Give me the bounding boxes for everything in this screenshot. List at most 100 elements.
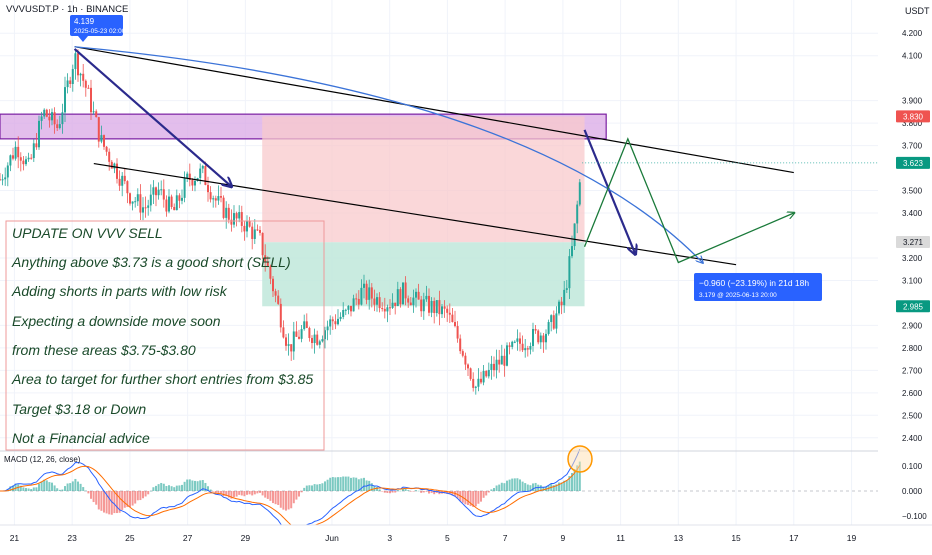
down-arrow-1 xyxy=(73,48,231,186)
macd-histogram-bar xyxy=(571,472,573,491)
x-tick-label: 13 xyxy=(674,533,684,543)
macd-histogram-bar xyxy=(396,490,399,491)
candle-body xyxy=(285,337,287,346)
macd-histogram-bar xyxy=(181,484,183,491)
candle-body xyxy=(404,282,407,299)
macd-histogram-bar xyxy=(51,482,53,491)
candle-body xyxy=(378,297,381,309)
candle-body xyxy=(344,309,347,311)
macd-histogram-bar xyxy=(61,489,64,491)
macd-histogram-bar xyxy=(147,491,150,495)
candle-body xyxy=(558,301,560,314)
macd-histogram-bar xyxy=(321,483,324,491)
macd-histogram-bar xyxy=(64,486,66,491)
macd-histogram-bar xyxy=(142,491,144,499)
macd-histogram-bar xyxy=(474,491,477,507)
candle-body xyxy=(365,283,368,300)
macd-histogram-bar xyxy=(383,491,386,493)
macd-histogram-bar xyxy=(503,483,506,491)
macd-histogram-bar xyxy=(513,478,516,491)
peak-callout[interactable]: 4.139 2025-05-23 02:00 xyxy=(70,15,126,42)
macd-histogram-bar xyxy=(123,491,126,508)
x-tick-label: 29 xyxy=(241,533,251,543)
macd-histogram-bar xyxy=(199,480,202,491)
price-label-bg xyxy=(896,236,930,249)
candle-body xyxy=(552,315,555,329)
candle-body xyxy=(6,165,9,178)
macd-histogram-bar xyxy=(316,484,319,491)
macd-histogram-bar xyxy=(178,485,181,491)
macd-histogram-bar xyxy=(183,481,186,491)
candle-body xyxy=(103,135,105,147)
macd-histogram-bar xyxy=(22,487,25,491)
macd-histogram-bar xyxy=(519,479,521,491)
candle-body xyxy=(342,309,345,317)
macd-histogram-bar xyxy=(308,485,311,491)
candle-body xyxy=(261,232,264,256)
candle-body xyxy=(246,221,248,232)
macd-histogram-bar xyxy=(38,483,40,491)
candle-body xyxy=(259,230,261,233)
candle-body xyxy=(331,319,334,322)
candle-body xyxy=(9,155,12,166)
candle-body xyxy=(368,287,371,300)
macd-histogram-bar xyxy=(347,476,350,491)
candle-body xyxy=(87,87,90,89)
macd-histogram-bar xyxy=(100,491,103,511)
candle-body xyxy=(183,178,186,198)
candle-body xyxy=(550,315,553,323)
macd-histogram-bar xyxy=(235,491,238,497)
macd-histogram-bar xyxy=(227,491,230,498)
macd-histogram-bar xyxy=(196,481,199,491)
macd-histogram-bar xyxy=(446,491,449,494)
macd-histogram-bar xyxy=(381,491,384,492)
candle-body xyxy=(126,181,129,194)
macd-histogram-bar xyxy=(251,491,254,496)
candle-body xyxy=(134,201,137,203)
candle-body xyxy=(1,179,4,181)
y-tick-label: 3.100 xyxy=(902,276,923,285)
macd-histogram-bar xyxy=(355,477,358,491)
macd-histogram-bar xyxy=(266,491,269,499)
macd-histogram-bar xyxy=(56,488,59,491)
candle-body xyxy=(568,256,571,289)
candle-body xyxy=(571,246,573,257)
macd-histogram-bar xyxy=(113,491,116,514)
macd-histogram-bar xyxy=(97,491,100,510)
annotation-line-5: from these areas $3.75-$3.80 xyxy=(12,342,196,358)
candle-body xyxy=(376,297,378,305)
candle-body xyxy=(97,117,100,142)
candle-body xyxy=(355,298,358,300)
candle-body xyxy=(32,143,35,159)
candle-body xyxy=(500,355,503,365)
candle-body xyxy=(155,187,157,196)
symbol-title[interactable]: VVVUSDT.P · 1h · BINANCE xyxy=(6,4,128,15)
price-axis[interactable]: 4.200 4.100 3.900 3.800 3.700 3.500 3.400 3.200… xyxy=(896,29,930,521)
macd-histogram-bar xyxy=(342,476,345,491)
candle-body xyxy=(547,322,550,334)
candle-body xyxy=(428,295,430,313)
candle-body xyxy=(170,196,173,207)
macd-histogram-bar xyxy=(201,480,204,491)
macd-histogram-bar xyxy=(420,491,423,493)
candle-body xyxy=(149,194,152,206)
macd-histogram-bar xyxy=(404,488,407,491)
macd-histogram-bar xyxy=(516,478,519,491)
candle-body xyxy=(386,307,389,312)
macd-highlight-circle xyxy=(567,445,593,473)
candle-body xyxy=(194,180,196,186)
x-tick-label: 11 xyxy=(616,533,625,543)
price-label: 2.985 xyxy=(903,302,924,311)
measure-callout[interactable]: −0.960 (−23.19%) in 21d 18h 3.179 @ 2025… xyxy=(694,273,822,301)
time-axis[interactable]: 21 23 25 27 29 Jun 3 5 7 9 11 13 15 17 19 xyxy=(10,533,857,543)
candle-body xyxy=(51,112,53,121)
measure-callout-bg xyxy=(694,273,822,301)
candle-body xyxy=(420,299,423,312)
macd-histogram-bar xyxy=(311,485,313,491)
x-tick-label: 15 xyxy=(731,533,741,543)
macd-histogram-bar xyxy=(303,487,306,491)
candle-body xyxy=(311,337,313,344)
macd-label[interactable]: MACD (12, 26, close) xyxy=(4,455,81,464)
candle-body xyxy=(165,199,168,212)
macd-histogram-bar xyxy=(552,485,555,491)
